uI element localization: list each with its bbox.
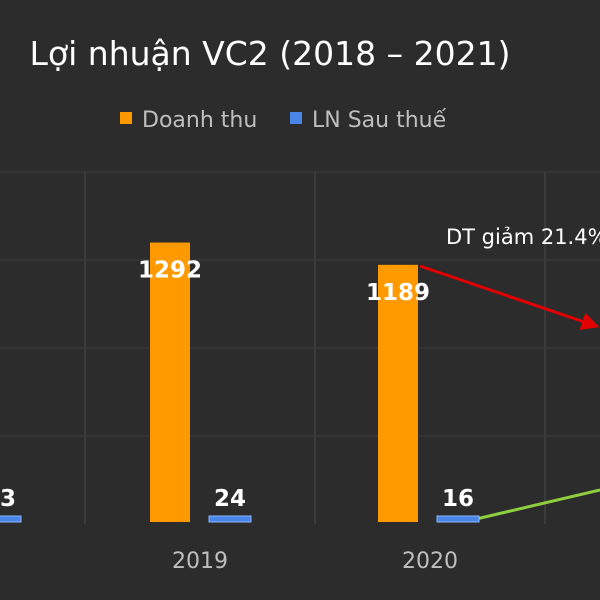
data-label-24: 24	[214, 486, 246, 512]
legend-swatch-1	[290, 112, 302, 124]
annotation-revenue-decline: DT giảm 21.4%	[446, 225, 600, 249]
data-label-16: 16	[442, 486, 474, 512]
bars	[0, 242, 480, 523]
legend: Doanh thu LN Sau thuế	[120, 108, 447, 133]
revenue-decline-arrow	[419, 264, 600, 330]
gridlines	[0, 171, 600, 524]
profit-trend-line	[471, 488, 600, 522]
annotations: DT giảm 21.4%	[446, 225, 600, 249]
bar-ln-sau-thuế-2	[436, 515, 480, 523]
bar-doanh-thu-2	[378, 264, 418, 522]
x-tick-label-2019: 2019	[172, 549, 228, 574]
data-label-1292: 1292	[138, 258, 202, 284]
legend-label-0: Doanh thu	[142, 108, 257, 133]
legend-swatch-0	[120, 112, 132, 124]
data-label-1189: 1189	[366, 280, 430, 306]
x-tick-label-2020: 2020	[402, 549, 458, 574]
data-label-3: 3	[0, 486, 16, 512]
data-labels: 3 1292 24 1189 16	[0, 258, 474, 512]
bar-ln-sau-thuế-1	[208, 515, 252, 523]
x-axis-tick-labels: 2019 2020	[172, 549, 458, 574]
trend-lines	[419, 264, 600, 522]
chart-title: Lợi nhuận VC2 (2018 – 2021)	[30, 34, 511, 73]
bar-doanh-thu-1	[150, 242, 190, 522]
bar-ln-sau-thuế-0	[0, 515, 22, 523]
legend-label-1: LN Sau thuế	[312, 108, 447, 133]
